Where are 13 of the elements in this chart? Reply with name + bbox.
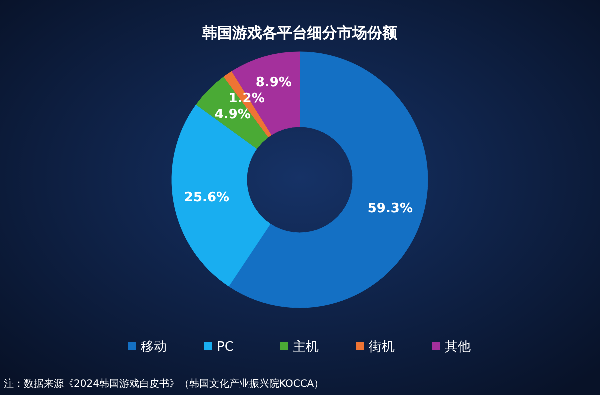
data-label: 1.2% [228, 91, 265, 106]
legend-label: 主机 [293, 339, 319, 355]
data-label: 8.9% [256, 75, 292, 90]
data-label: 4.9% [214, 107, 251, 122]
data-label: 25.6% [184, 190, 230, 206]
chart-title: 韩国游戏各平台细分市场份额 [202, 24, 398, 42]
text: 注：数据来源《2024韩国游戏白皮书》（韩国文化产业振兴院KOCCA） [4, 378, 324, 390]
legend-label: PC [217, 340, 234, 355]
legend-label: 其他 [445, 340, 471, 355]
donut-slice [172, 104, 271, 287]
data-label: 59.3% [368, 201, 413, 216]
legend-label: 街机 [369, 340, 395, 355]
legend-label: 移动 [141, 340, 167, 355]
